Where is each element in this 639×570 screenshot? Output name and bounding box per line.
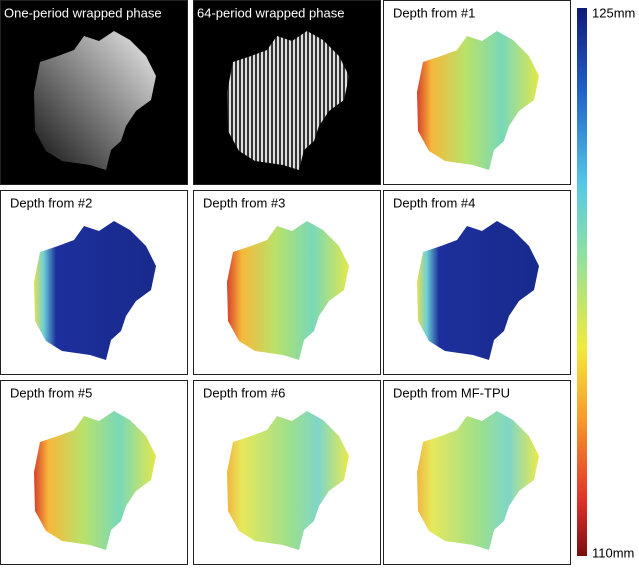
colorbar-top-label: 125mm: [592, 5, 635, 20]
panel-title: Depth from #5: [10, 385, 92, 400]
panel-title: Depth from #1: [393, 5, 475, 20]
panel: Depth from #2: [0, 190, 188, 375]
panel-title: Depth from #3: [203, 195, 285, 210]
panel-title: Depth from #4: [393, 195, 475, 210]
colorbar: [577, 8, 587, 556]
panel-title: One-period wrapped phase: [4, 5, 162, 20]
colorbar-bottom-label: 110mm: [592, 545, 634, 560]
panel: Depth from MF-TPU: [383, 380, 571, 565]
panel: Depth from #4: [383, 190, 571, 375]
panel: Depth from #1: [383, 0, 571, 185]
panel-title: Depth from #6: [203, 385, 285, 400]
panel-title: Depth from MF-TPU: [393, 385, 510, 400]
panel: Depth from #3: [193, 190, 381, 375]
panel: One-period wrapped phase: [0, 0, 188, 185]
panel: 64-period wrapped phase: [193, 0, 381, 185]
panel-title: 64-period wrapped phase: [197, 5, 344, 20]
panel-grid: One-period wrapped phase 64-period wrappe…: [0, 0, 571, 565]
panel-title: Depth from #2: [10, 195, 92, 210]
panel: Depth from #5: [0, 380, 188, 565]
panel: Depth from #6: [193, 380, 381, 565]
